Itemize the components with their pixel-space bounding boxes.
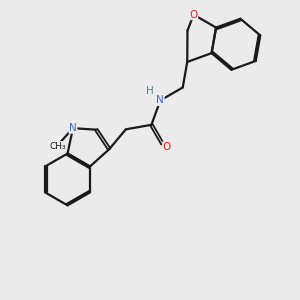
Text: H: H [146, 86, 154, 96]
Text: N: N [156, 95, 164, 106]
Text: N: N [69, 123, 77, 133]
Text: CH₃: CH₃ [50, 142, 67, 151]
Text: O: O [163, 142, 171, 152]
Text: O: O [190, 10, 198, 20]
